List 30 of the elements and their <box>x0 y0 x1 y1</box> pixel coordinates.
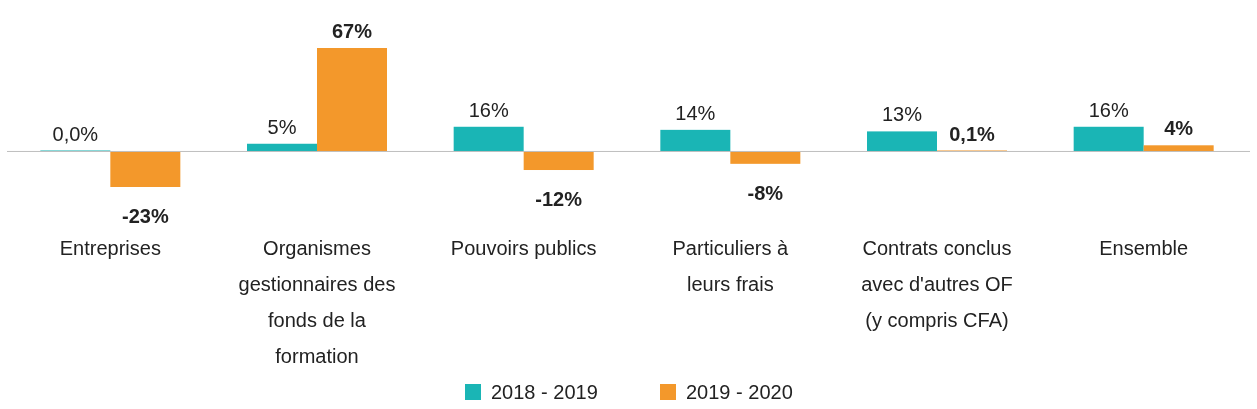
bar <box>247 143 317 152</box>
x-tick-label: Organismes gestionnaires des fonds de la formation <box>238 237 396 367</box>
data-label: -23% <box>121 205 169 227</box>
x-tick-label: Particuliers à leurs frais <box>672 237 789 295</box>
bar <box>110 151 181 187</box>
bar <box>317 48 387 152</box>
data-label: 4% <box>1164 117 1194 140</box>
bar <box>1073 126 1144 152</box>
bar <box>867 131 937 152</box>
data-label: 14% <box>675 101 716 124</box>
legend-label: 2019 - 2020 <box>686 381 793 403</box>
data-label: 13% <box>881 103 923 126</box>
legend-label: 2018 - 2019 <box>491 381 598 403</box>
data-label: 0,0% <box>52 123 99 146</box>
data-label: 5% <box>267 115 297 138</box>
data-label: -8% <box>747 181 784 204</box>
data-label: 67% <box>331 20 373 42</box>
bar <box>660 129 731 152</box>
data-label: 0,1% <box>949 123 996 146</box>
x-tick-label: Contrats conclus avec d'autres OF (y compris CFA) <box>861 237 1013 331</box>
bar <box>1143 145 1214 152</box>
data-label: 16% <box>1088 98 1129 121</box>
bar <box>523 151 594 171</box>
bar <box>730 151 801 164</box>
bar <box>453 126 524 152</box>
x-tick-label: Entreprises <box>59 237 161 259</box>
x-tick-label: Ensemble <box>1099 237 1189 259</box>
data-label: -12% <box>535 188 583 211</box>
data-label: 16% <box>468 98 509 121</box>
x-tick-label: Pouvoirs publics <box>450 237 597 259</box>
